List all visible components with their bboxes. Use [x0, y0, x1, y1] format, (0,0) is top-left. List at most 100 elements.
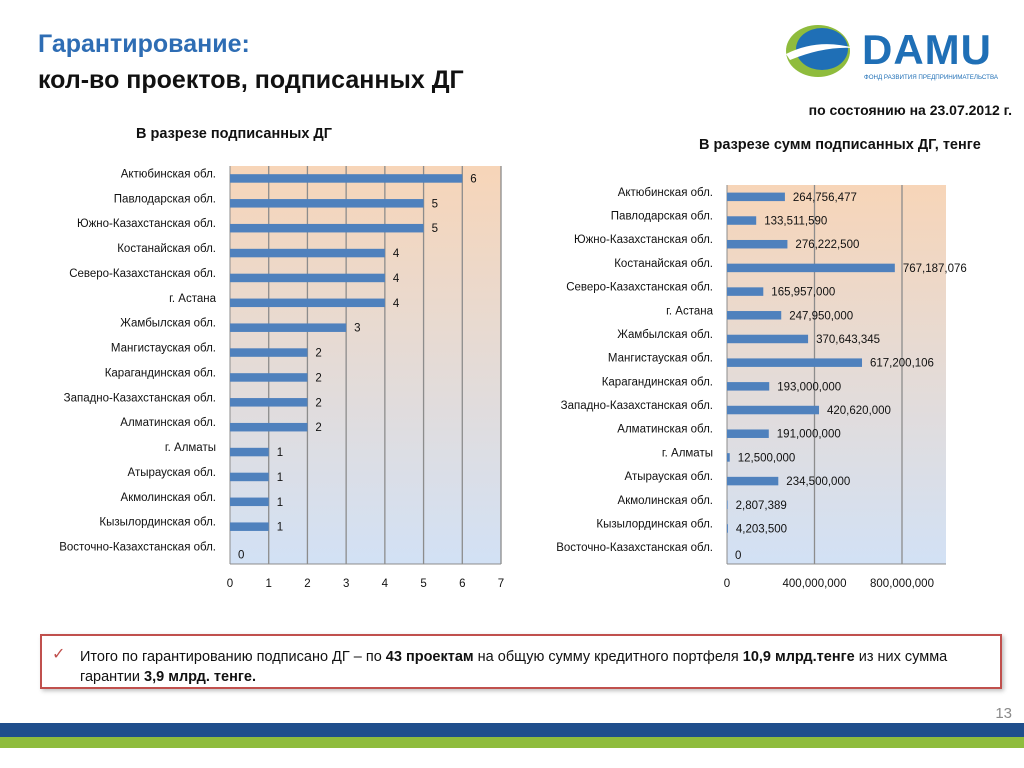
category-label: Западно-Казахстанская обл.	[64, 392, 216, 404]
data-label: 2	[315, 397, 321, 409]
category-label: Акмолинская обл.	[618, 495, 713, 507]
bar	[727, 382, 770, 391]
category-label: Актюбинская обл.	[121, 168, 216, 180]
bar	[230, 447, 269, 457]
x-tick-label: 4	[382, 578, 389, 590]
bar	[727, 334, 809, 344]
x-tick-label: 7	[498, 578, 504, 590]
data-label: 617,200,106	[870, 358, 934, 370]
data-label: 4	[393, 248, 400, 260]
category-label: Жамбылская обл.	[120, 318, 216, 330]
bar	[230, 422, 308, 432]
x-tick-label: 1	[266, 578, 272, 590]
data-label: 2	[315, 422, 321, 434]
x-tick-label: 5	[420, 578, 426, 590]
page-subtitle: кол-во проектов, подписанных ДГ	[38, 66, 464, 94]
footer-band-blue	[0, 723, 1024, 737]
data-label: 4	[393, 298, 400, 310]
data-label: 6	[470, 173, 476, 185]
bar	[230, 199, 424, 208]
x-tick-label: 2	[304, 578, 310, 590]
footer-band-green	[0, 737, 1024, 748]
category-label: Южно-Казахстанская обл.	[77, 218, 216, 230]
data-label: 420,620,000	[827, 405, 891, 417]
data-label: 5	[432, 198, 438, 210]
bar	[727, 358, 863, 367]
data-label: 5	[432, 223, 438, 235]
bar	[727, 429, 769, 438]
bar	[230, 323, 347, 332]
category-label: г. Алматы	[662, 447, 713, 459]
bar	[727, 263, 895, 273]
data-label: 0	[238, 550, 244, 562]
bar	[727, 192, 785, 202]
data-label: 1	[277, 522, 283, 534]
logo-brand-text: DAMU	[862, 26, 992, 73]
bar	[230, 522, 269, 531]
data-label: 191,000,000	[777, 429, 841, 441]
data-label: 2	[315, 348, 321, 360]
bar	[230, 348, 308, 357]
category-label: Павлодарская обл.	[611, 211, 713, 223]
checkmark-icon: ✓	[52, 646, 66, 663]
category-label: Алматинская обл.	[617, 424, 713, 436]
data-label: 193,000,000	[777, 381, 841, 393]
category-label: Акмолинская обл.	[121, 492, 216, 504]
footer-band-white	[0, 748, 1024, 768]
date-note: по состоянию на 23.07.2012 г.	[808, 102, 1012, 118]
bar	[727, 500, 728, 510]
category-label: Мангистауская обл.	[608, 353, 713, 365]
category-label: Кызылординская обл.	[99, 517, 216, 529]
category-label: Атырауская обл.	[625, 471, 713, 483]
category-label: Карагандинская обл.	[602, 376, 713, 388]
category-label: Костанайская обл.	[614, 258, 713, 270]
category-label: Северо-Казахстанская обл.	[69, 268, 216, 280]
category-label: Мангистауская обл.	[111, 343, 216, 355]
summary-portfolio: 10,9 млрд.тенге	[742, 649, 855, 665]
data-label: 1	[277, 472, 283, 484]
summary-text: Итого по гарантированию подписано ДГ – п…	[80, 647, 990, 687]
bar	[727, 287, 764, 296]
bar	[230, 248, 385, 258]
x-tick-label: 800,000,000	[870, 578, 934, 590]
data-label: 1	[277, 497, 283, 509]
bar	[230, 174, 463, 183]
page-title: Гарантирование:	[38, 30, 250, 58]
damu-logo: DAMU ФОНД РАЗВИТИЯ ПРЕДПРИНИМАТЕЛЬСТВА	[786, 25, 999, 81]
page-number: 13	[995, 705, 1012, 722]
data-label: 2,807,389	[736, 500, 787, 512]
data-label: 767,187,076	[903, 263, 967, 275]
summary-box: ✓ Итого по гарантированию подписано ДГ –…	[40, 634, 1002, 689]
category-label: Костанайская обл.	[117, 243, 216, 255]
category-label: Северо-Казахстанская обл.	[566, 282, 713, 294]
x-tick-label: 3	[343, 578, 349, 590]
summary-part1: Итого по гарантированию подписано ДГ – п…	[80, 649, 386, 665]
bar	[727, 476, 779, 486]
data-label: 3	[354, 323, 360, 335]
x-tick-label: 6	[459, 578, 465, 590]
bar	[230, 497, 269, 507]
category-label: г. Астана	[169, 293, 216, 305]
data-label: 1	[277, 447, 283, 459]
data-label: 276,222,500	[795, 239, 859, 251]
summary-part2: на общую сумму кредитного портфеля	[473, 649, 743, 665]
data-label: 133,511,590	[764, 216, 827, 228]
bar	[727, 311, 782, 320]
bar	[727, 524, 728, 533]
left-chart-title: В разрезе подписанных ДГ	[136, 126, 332, 142]
category-label: Кызылординская обл.	[596, 518, 713, 530]
data-label: 247,950,000	[789, 310, 853, 322]
bar	[230, 398, 308, 407]
category-label: Южно-Казахстанская обл.	[574, 234, 713, 246]
category-label: Алматинская обл.	[120, 417, 216, 429]
bar	[727, 216, 757, 225]
category-label: Атырауская обл.	[128, 467, 216, 479]
data-label: 234,500,000	[786, 476, 850, 488]
x-tick-label: 0	[227, 578, 233, 590]
category-label: Павлодарская обл.	[114, 193, 216, 205]
bar	[230, 373, 308, 382]
x-tick-label: 0	[724, 578, 730, 590]
category-label: Карагандинская обл.	[105, 367, 216, 379]
